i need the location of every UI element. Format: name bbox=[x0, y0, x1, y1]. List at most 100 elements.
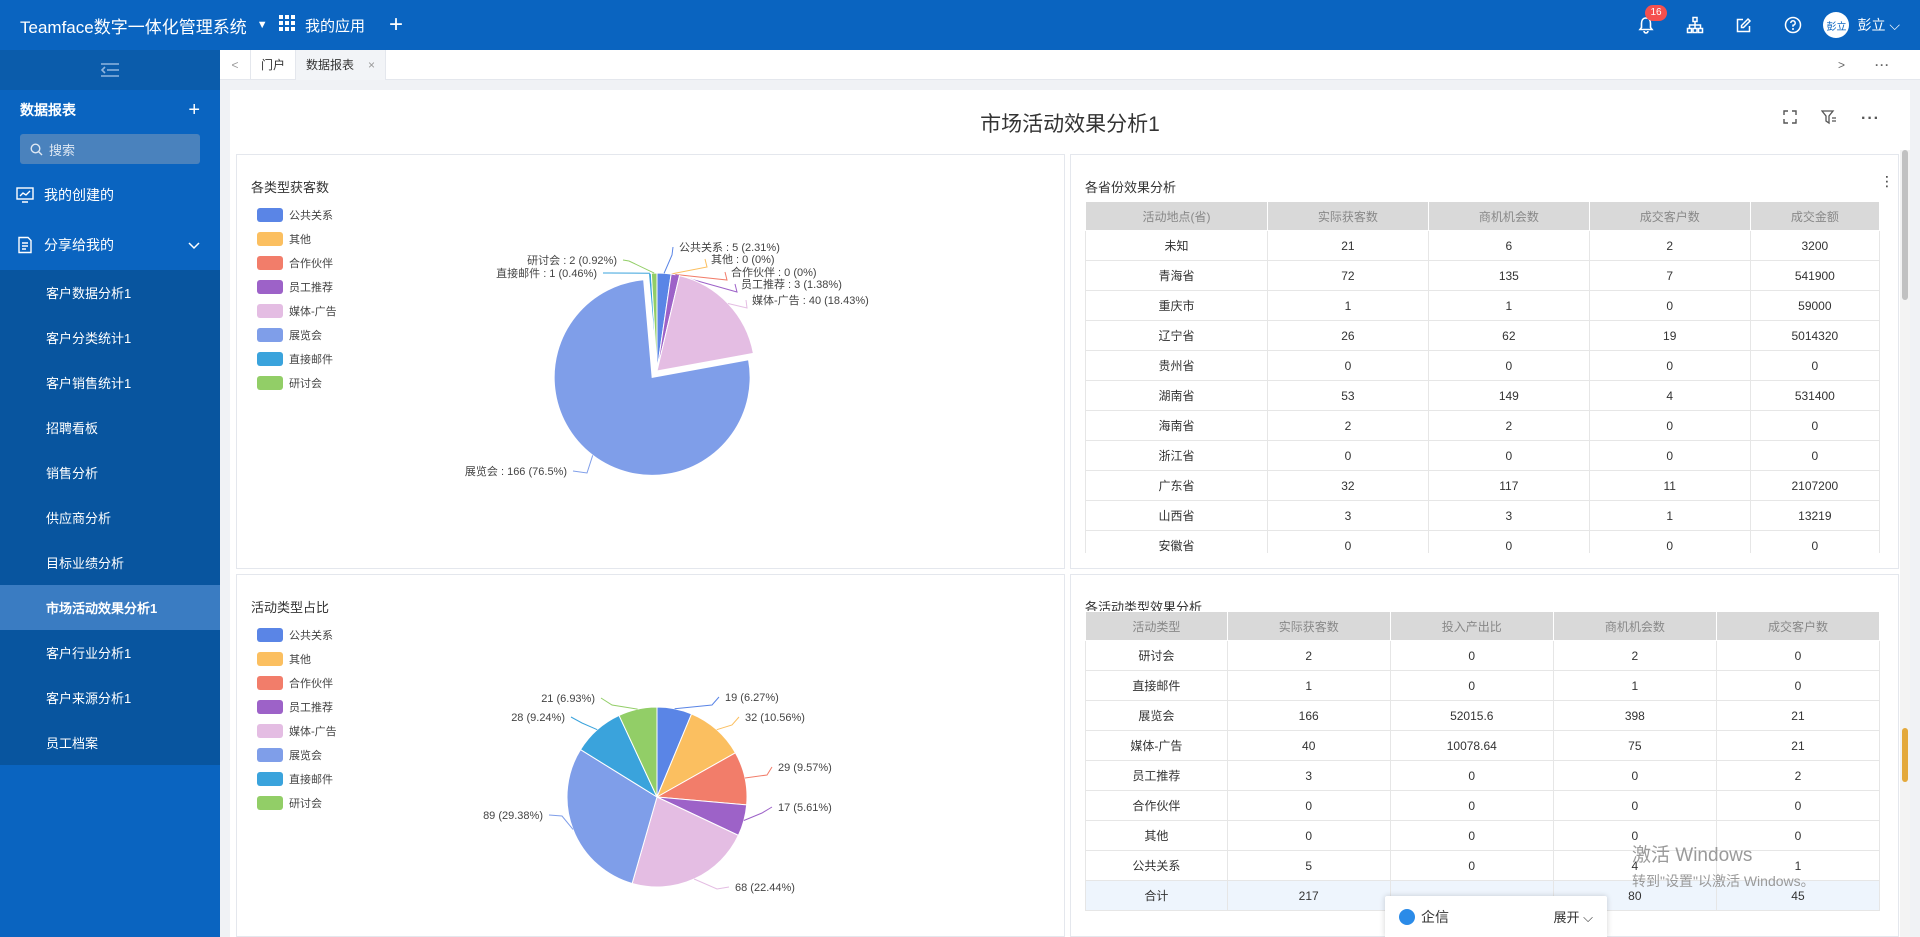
legend-item[interactable]: 展览会 bbox=[257, 743, 337, 767]
column-header[interactable]: 活动类型 bbox=[1085, 611, 1228, 641]
column-header[interactable]: 实际获客数 bbox=[1266, 201, 1429, 231]
column-header[interactable]: 投入产出比 bbox=[1389, 611, 1554, 641]
qixin-expand-button[interactable]: 展开 ⌵ bbox=[1553, 910, 1593, 925]
sidebar-item[interactable]: 供应商分析 bbox=[0, 495, 220, 540]
data-label: 29 (9.57%) bbox=[778, 762, 832, 774]
table-row[interactable]: 展览会 166 52015.6 398 21 bbox=[1085, 700, 1881, 731]
sidebar-item[interactable]: 目标业绩分析 bbox=[0, 540, 220, 585]
legend-item[interactable]: 媒体-广告 bbox=[257, 719, 337, 743]
sidebar-collapse-button[interactable] bbox=[0, 50, 220, 90]
org-chart-button[interactable] bbox=[1670, 0, 1719, 50]
sidebar-item[interactable]: 客户销售统计1 bbox=[0, 360, 220, 405]
qixin-chat-bar[interactable]: 企信 展开 ⌵ bbox=[1385, 896, 1607, 937]
legend-item[interactable]: 员工推荐 bbox=[257, 695, 337, 719]
table-row[interactable]: 研讨会 2 0 2 0 bbox=[1085, 640, 1881, 671]
close-icon[interactable]: × bbox=[368, 57, 376, 72]
avatar[interactable]: 彭立 bbox=[1823, 12, 1850, 38]
legend-item[interactable]: 合作伙伴 bbox=[257, 251, 337, 275]
table-row[interactable]: 山西省 3 3 1 13219 bbox=[1085, 500, 1881, 531]
sidebar-group-shared[interactable]: 分享给我的 bbox=[0, 220, 220, 270]
legend-label: 研讨会 bbox=[289, 378, 322, 390]
scrollbar-thumb[interactable] bbox=[1902, 150, 1908, 300]
tab-scroll-left-icon[interactable]: < bbox=[231, 57, 239, 72]
tab-data-report[interactable]: 数据报表 × bbox=[295, 49, 387, 80]
notification-button[interactable]: 16 bbox=[1621, 0, 1670, 50]
top-bar: Teamface数字一体化管理系统 ▼ 我的应用 + 16 彭立 彭立 ⌵ bbox=[0, 0, 1920, 50]
table-row[interactable]: 辽宁省 26 62 19 5014320 bbox=[1085, 320, 1881, 351]
legend-item[interactable]: 展览会 bbox=[257, 323, 337, 347]
edit-icon bbox=[1737, 17, 1752, 32]
sidebar-item[interactable]: 员工档案 bbox=[0, 720, 220, 765]
legend-item[interactable]: 直接邮件 bbox=[257, 767, 337, 791]
legend-item[interactable]: 合作伙伴 bbox=[257, 671, 337, 695]
fullscreen-icon[interactable] bbox=[1783, 110, 1797, 130]
column-header[interactable]: 成交客户数 bbox=[1588, 201, 1751, 231]
help-button[interactable] bbox=[1768, 0, 1817, 50]
pie-slice[interactable] bbox=[650, 272, 658, 372]
search-input[interactable]: 搜索 bbox=[20, 134, 200, 164]
sidebar-item[interactable]: 客户来源分析1 bbox=[0, 675, 220, 720]
legend-item[interactable]: 研讨会 bbox=[257, 791, 337, 815]
column-header[interactable]: 实际获客数 bbox=[1226, 611, 1391, 641]
pie-slice[interactable] bbox=[553, 279, 751, 476]
table-row[interactable]: 媒体-广告 40 10078.64 75 21 bbox=[1085, 730, 1881, 761]
my-apps-button[interactable]: 我的应用 bbox=[279, 15, 365, 36]
scrollbar-marker[interactable] bbox=[1902, 728, 1908, 782]
table-row[interactable]: 青海省 72 135 7 541900 bbox=[1085, 260, 1881, 291]
table-row[interactable]: 广东省 32 117 11 2107200 bbox=[1085, 470, 1881, 501]
main-scrollbar[interactable] bbox=[1900, 150, 1910, 937]
table-row[interactable]: 其他 0 0 0 0 bbox=[1085, 820, 1881, 851]
table-cell: 0 bbox=[1389, 670, 1554, 701]
tab-scroll-right-icon[interactable]: > bbox=[1837, 58, 1845, 72]
legend-item[interactable]: 公共关系 bbox=[257, 203, 337, 227]
sidebar-item-label: 客户数据分析1 bbox=[46, 286, 132, 301]
table-row[interactable]: 安徽省 0 0 0 0 bbox=[1085, 530, 1881, 553]
legend-item[interactable]: 其他 bbox=[257, 647, 337, 671]
filter-icon[interactable] bbox=[1820, 110, 1837, 130]
table-row[interactable]: 员工推荐 3 0 0 2 bbox=[1085, 760, 1881, 791]
sidebar-item[interactable]: 客户分类统计1 bbox=[0, 315, 220, 360]
app-switcher[interactable]: Teamface数字一体化管理系统 ▼ bbox=[0, 13, 276, 38]
add-report-icon[interactable]: + bbox=[188, 98, 200, 121]
sidebar-group-created[interactable]: 我的创建的 bbox=[0, 170, 220, 220]
table-row[interactable]: 公共关系 5 0 4 1 bbox=[1085, 850, 1881, 881]
data-label: 合作伙伴 : 0 (0%) bbox=[731, 265, 817, 279]
table-row[interactable]: 浙江省 0 0 0 0 bbox=[1085, 440, 1881, 471]
legend-item[interactable]: 媒体-广告 bbox=[257, 299, 337, 323]
user-menu[interactable]: 彭立 ⌵ bbox=[1857, 15, 1900, 35]
column-header[interactable]: 活动地点(省) bbox=[1085, 201, 1268, 231]
sidebar-item[interactable]: 招聘看板 bbox=[0, 405, 220, 450]
table-row[interactable]: 未知 21 6 2 3200 bbox=[1085, 230, 1881, 261]
column-header[interactable]: 成交客户数 bbox=[1715, 611, 1881, 641]
table-row[interactable]: 直接邮件 1 0 1 0 bbox=[1085, 670, 1881, 701]
tab-portal[interactable]: 门户 bbox=[250, 49, 295, 80]
leader-line bbox=[622, 259, 655, 274]
table-row[interactable]: 重庆市 1 1 0 59000 bbox=[1085, 290, 1881, 321]
sidebar-item[interactable]: 销售分析 bbox=[0, 450, 220, 495]
table-row[interactable]: 贵州省 0 0 0 0 bbox=[1085, 350, 1881, 381]
more-options-icon[interactable]: ··· bbox=[1861, 110, 1880, 127]
legend-item[interactable]: 研讨会 bbox=[257, 371, 337, 395]
legend-item[interactable]: 公共关系 bbox=[257, 623, 337, 647]
pie-slice[interactable] bbox=[631, 796, 740, 888]
add-icon[interactable]: + bbox=[389, 11, 404, 38]
column-header[interactable]: 商机机会数 bbox=[1552, 611, 1717, 641]
pie-slice[interactable] bbox=[618, 706, 658, 798]
legend-item[interactable]: 其他 bbox=[257, 227, 337, 251]
table-cell: 0 bbox=[1389, 790, 1554, 821]
table-row[interactable]: 海南省 2 2 0 0 bbox=[1085, 410, 1881, 441]
sidebar-item-label: 客户行业分析1 bbox=[46, 646, 132, 661]
edit-button[interactable] bbox=[1719, 0, 1768, 50]
table-row[interactable]: 合作伙伴 0 0 0 0 bbox=[1085, 790, 1881, 821]
column-header[interactable]: 成交金额 bbox=[1749, 201, 1881, 231]
sidebar-item[interactable]: 客户数据分析1 bbox=[0, 270, 220, 315]
legend-item[interactable]: 直接邮件 bbox=[257, 347, 337, 371]
column-header[interactable]: 商机机会数 bbox=[1427, 201, 1590, 231]
more-icon[interactable]: ··· bbox=[1875, 58, 1890, 72]
card-menu-icon[interactable]: ⋮ bbox=[1880, 173, 1894, 189]
legend-swatch bbox=[257, 676, 283, 690]
sidebar-item[interactable]: 客户行业分析1 bbox=[0, 630, 220, 675]
legend-item[interactable]: 员工推荐 bbox=[257, 275, 337, 299]
sidebar-item-active[interactable]: 市场活动效果分析1 bbox=[0, 585, 220, 630]
table-row[interactable]: 湖南省 53 149 4 531400 bbox=[1085, 380, 1881, 411]
